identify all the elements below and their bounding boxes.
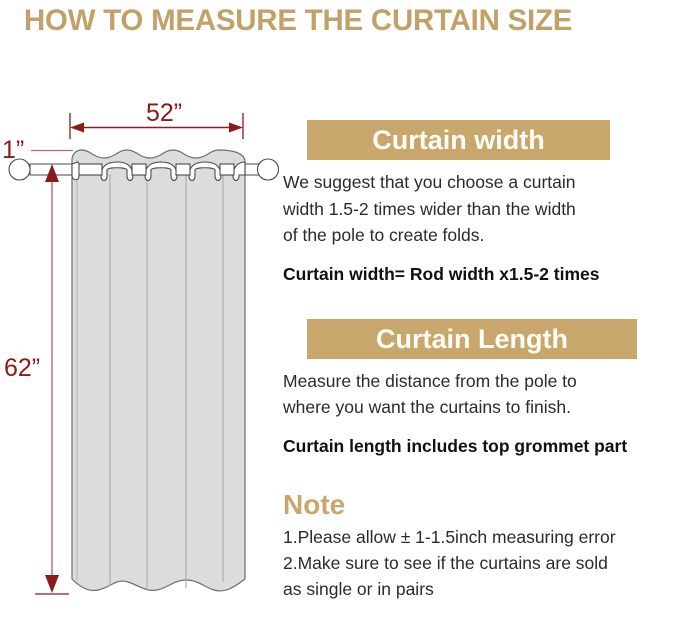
grommet-depth-label: 1” bbox=[2, 136, 25, 164]
paragraph-line: of the pole to create folds. bbox=[283, 225, 485, 245]
paragraph-line: Measure the distance from the pole to bbox=[283, 370, 577, 391]
note-item: 1.Please allow ± 1-1.5inch measuring err… bbox=[283, 526, 616, 547]
section-heading-curtain-length: Curtain Length bbox=[307, 318, 637, 359]
paragraph-line: width 1.5-2 times wider than the width bbox=[283, 198, 576, 219]
length-dimension-label: 62” bbox=[4, 354, 41, 382]
length-dimension bbox=[35, 164, 69, 595]
section-paragraph-curtain-length: Measure the distance from the pole to wh… bbox=[283, 368, 679, 421]
note-item: 2.Make sure to see if the curtains are s… bbox=[283, 552, 608, 573]
formula-curtain-width: Curtain width= Rod width x1.5-2 times bbox=[283, 263, 600, 284]
content-column: Curtain width We suggest that you choose… bbox=[283, 120, 679, 602]
section-heading-curtain-width: Curtain width bbox=[307, 120, 610, 160]
paragraph-line: We suggest that you choose a curtain bbox=[283, 172, 576, 192]
note-item: as single or in pairs bbox=[283, 578, 434, 599]
curtain-measurement-diagram: 52” 1” 62” bbox=[0, 42, 300, 619]
formula-curtain-length: Curtain length includes top grommet part bbox=[283, 435, 628, 456]
section-paragraph-curtain-width: We suggest that you choose a curtain wid… bbox=[283, 169, 679, 249]
page-title: HOW TO MEASURE THE CURTAIN SIZE bbox=[24, 4, 573, 37]
curtain-panel bbox=[71, 149, 246, 592]
curtain-grommets bbox=[71, 161, 246, 182]
width-dimension bbox=[69, 113, 244, 139]
width-dimension-label: 52” bbox=[146, 99, 183, 127]
section-note: Note 1.Please allow ± 1-1.5inch measurin… bbox=[283, 488, 679, 602]
note-list: 1.Please allow ± 1-1.5inch measuring err… bbox=[283, 524, 679, 602]
section-curtain-length: Curtain Length Measure the distance from… bbox=[283, 318, 679, 458]
section-curtain-width: Curtain width We suggest that you choose… bbox=[283, 120, 679, 286]
rod-through-grommets bbox=[78, 163, 235, 176]
curtain-fold-lines bbox=[76, 160, 224, 590]
note-heading: Note bbox=[283, 488, 346, 520]
paragraph-line: where you want the curtains to finish. bbox=[283, 397, 571, 417]
